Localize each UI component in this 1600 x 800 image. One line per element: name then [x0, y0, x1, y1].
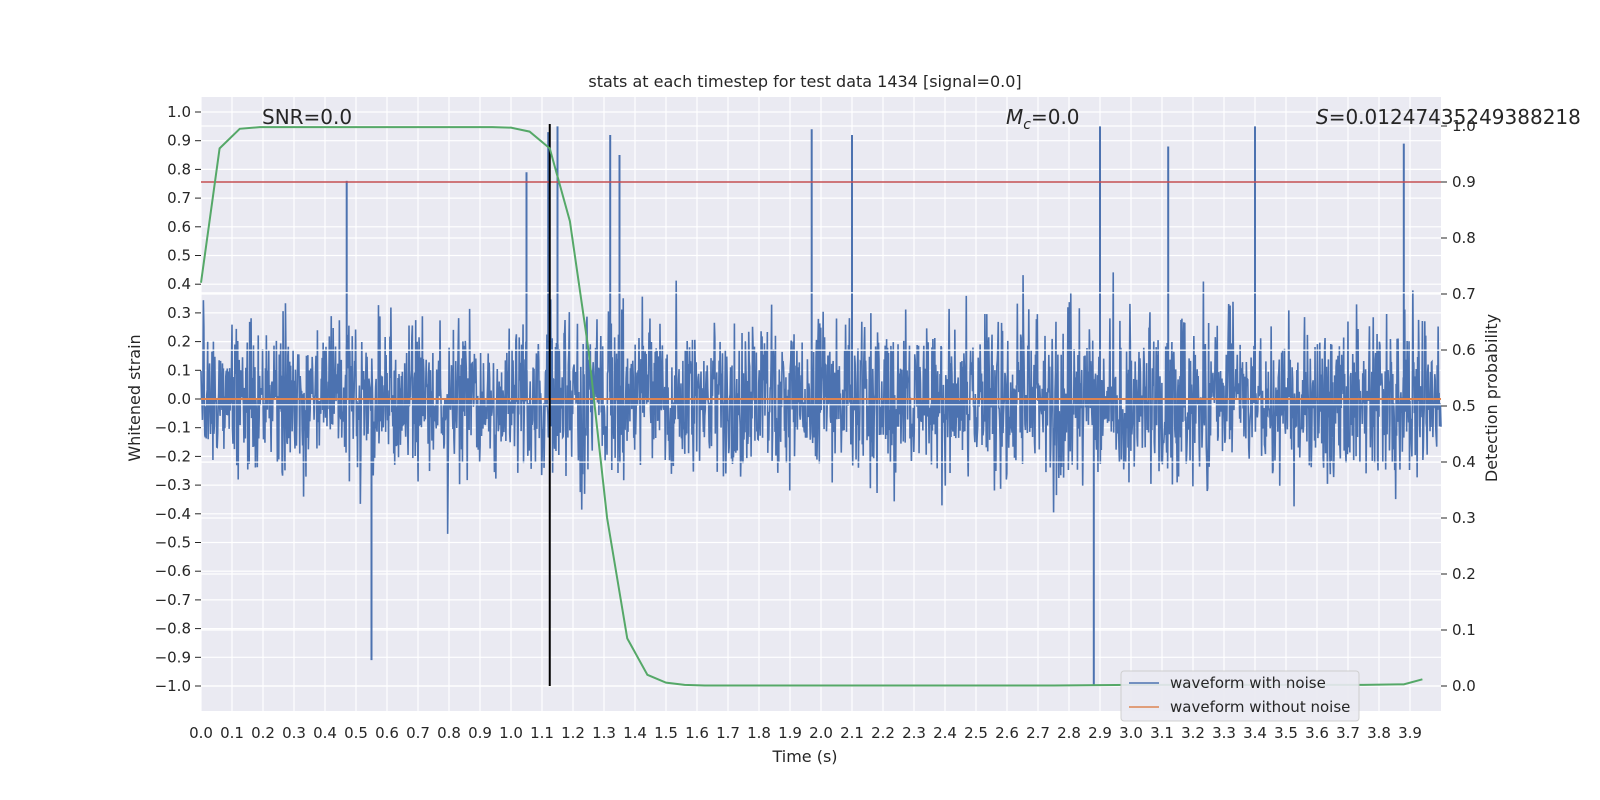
x-tick-label: 1.7 [716, 724, 740, 742]
x-tick-label: 0.3 [282, 724, 306, 742]
y2-tick-label: 0.5 [1452, 397, 1476, 415]
x-tick-label: 1.9 [778, 724, 802, 742]
x-tick-label: 0.7 [406, 724, 430, 742]
x-tick-label: 0.8 [437, 724, 461, 742]
legend-box [1120, 670, 1360, 722]
y-tick-label: −0.6 [155, 562, 191, 580]
x-tick-label: 0.6 [375, 724, 399, 742]
x-tick-label: 2.1 [840, 724, 864, 742]
y2-tick-label: 1.0 [1452, 117, 1476, 135]
s-annotation: S=0.01247435249388218 [1316, 105, 1581, 129]
x-tick-label: 2.0 [809, 724, 833, 742]
y2-tick-label: 0.7 [1452, 285, 1476, 303]
x-tick-label: 3.5 [1274, 724, 1298, 742]
y2-axis-ticks: 1.0 0.9 0.8 0.7 0.6 0.5 0.4 0.3 0.2 0.1 0.0 [1441, 117, 1476, 695]
y-tick-label: −0.9 [155, 648, 191, 666]
snr-annotation: SNR=0.0 [262, 105, 352, 129]
y-tick-label: −0.5 [155, 534, 191, 552]
x-tick-label: 3.4 [1243, 724, 1267, 742]
y2-tick-label: 0.1 [1452, 621, 1476, 639]
x-tick-label: 3.2 [1181, 724, 1205, 742]
x-tick-label: 3.0 [1119, 724, 1143, 742]
y2-tick-label: 0.0 [1452, 677, 1476, 695]
mc-annotation: Mc=0.0 [1006, 105, 1080, 133]
mc-subscript: c [1023, 117, 1031, 133]
x-tick-label: 1.8 [747, 724, 771, 742]
y2-tick-label: 0.2 [1452, 565, 1476, 583]
y2-tick-label: 0.8 [1452, 229, 1476, 247]
x-tick-label: 3.1 [1150, 724, 1174, 742]
series-overlays [200, 124, 1441, 687]
s-value: =0.01247435249388218 [1329, 105, 1581, 129]
s-symbol: S [1316, 105, 1329, 129]
x-tick-label: 3.3 [1212, 724, 1236, 742]
x-axis-label: Time (s) [771, 747, 837, 766]
x-tick-label: 1.2 [561, 724, 585, 742]
x-tick-label: 1.6 [685, 724, 709, 742]
x-tick-label: 0.2 [251, 724, 275, 742]
y-tick-label: 0.6 [167, 218, 191, 236]
x-tick-label: 1.0 [499, 724, 523, 742]
x-tick-label: 2.2 [871, 724, 895, 742]
y-tick-label: −0.1 [155, 419, 191, 437]
y-tick-label: 0.8 [167, 160, 191, 178]
y-tick-label: 0.9 [167, 132, 191, 150]
y-axis-ticks: 1.0 0.9 0.8 0.7 0.6 0.5 0.4 0.3 0.2 0.1 0.0 −0.1 −0.… [155, 103, 201, 695]
series-waveform-with-noise [200, 126, 1442, 686]
x-tick-label: 0.0 [189, 724, 213, 742]
x-tick-label: 2.7 [1026, 724, 1050, 742]
mc-value: =0.0 [1031, 105, 1080, 129]
y-tick-label: 0.4 [167, 275, 191, 293]
x-tick-label: 1.4 [623, 724, 647, 742]
y-tick-label: −0.2 [155, 447, 191, 465]
x-tick-label: 3.9 [1398, 724, 1422, 742]
mc-symbol: M [1006, 105, 1023, 129]
y2-tick-label: 0.9 [1452, 173, 1476, 191]
y-tick-label: 0.3 [167, 304, 191, 322]
x-tick-label: 3.6 [1305, 724, 1329, 742]
x-tick-label: 2.8 [1057, 724, 1081, 742]
y-tick-label: 0.5 [167, 247, 191, 265]
x-tick-label: 2.9 [1088, 724, 1112, 742]
y2-tick-label: 0.3 [1452, 509, 1476, 527]
x-tick-label: 0.1 [220, 724, 244, 742]
y-tick-label: −0.3 [155, 476, 191, 494]
y-tick-label: 0.1 [167, 361, 191, 379]
legend: waveform with noise waveform without noi… [1120, 670, 1360, 722]
y-axis-label: Whitened strain [125, 334, 144, 461]
x-tick-label: 2.4 [933, 724, 957, 742]
x-tick-label: 1.5 [654, 724, 678, 742]
y-tick-label: 1.0 [167, 103, 191, 121]
x-tick-label: 3.8 [1367, 724, 1391, 742]
chart-title: stats at each timestep for test data 143… [588, 72, 1021, 91]
legend-label-noisy: waveform with noise [1170, 674, 1326, 692]
y-tick-label: 0.0 [167, 390, 191, 408]
noisy-waveform-line [200, 272, 1442, 534]
y-tick-label: −0.8 [155, 620, 191, 638]
x-tick-label: 1.1 [530, 724, 554, 742]
y2-axis-label: Detection probability [1482, 314, 1501, 482]
x-tick-label: 2.3 [902, 724, 926, 742]
y-tick-label: 0.7 [167, 189, 191, 207]
y2-tick-label: 0.6 [1452, 341, 1476, 359]
x-axis-ticks: 0.0 0.1 0.2 0.3 0.4 0.5 0.6 0.7 0.8 0.9 1.0 1.1 1.2 1… [189, 724, 1422, 742]
y-tick-label: −1.0 [155, 677, 191, 695]
detection-probability-line [200, 126, 1423, 687]
legend-label-clean: waveform without noise [1170, 698, 1350, 716]
y-tick-label: −0.4 [155, 505, 191, 523]
x-tick-label: 0.9 [468, 724, 492, 742]
y-tick-label: −0.7 [155, 591, 191, 609]
x-tick-label: 0.5 [344, 724, 368, 742]
x-tick-label: 3.7 [1336, 724, 1360, 742]
x-tick-label: 2.6 [995, 724, 1019, 742]
x-tick-label: 2.5 [964, 724, 988, 742]
x-tick-label: 1.3 [592, 724, 616, 742]
x-tick-label: 0.4 [313, 724, 337, 742]
y2-tick-label: 0.4 [1452, 453, 1476, 471]
y-tick-label: 0.2 [167, 333, 191, 351]
